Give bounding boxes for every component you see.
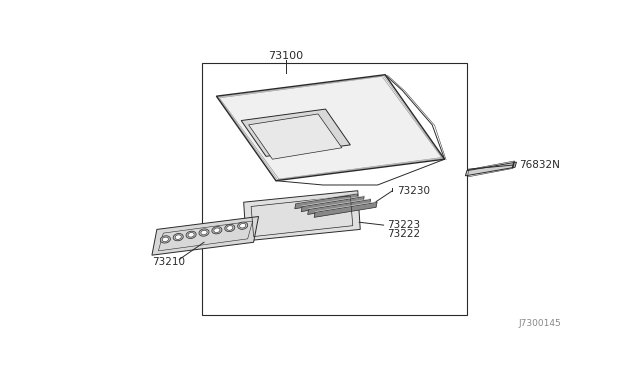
Text: 73210: 73210 — [152, 257, 185, 267]
Polygon shape — [308, 199, 371, 215]
Ellipse shape — [186, 231, 196, 238]
Polygon shape — [465, 162, 516, 176]
Polygon shape — [152, 217, 259, 255]
Ellipse shape — [199, 229, 209, 236]
Polygon shape — [216, 75, 445, 181]
Text: 73100: 73100 — [268, 51, 303, 61]
Polygon shape — [241, 109, 350, 156]
Text: 73222: 73222 — [388, 229, 420, 239]
Ellipse shape — [212, 227, 222, 234]
Polygon shape — [244, 191, 360, 241]
Ellipse shape — [160, 236, 170, 243]
Ellipse shape — [175, 235, 181, 240]
Bar — [202, 63, 467, 315]
Text: 76832N: 76832N — [519, 160, 560, 170]
Polygon shape — [249, 114, 342, 159]
Polygon shape — [314, 202, 377, 217]
Ellipse shape — [237, 222, 248, 230]
Ellipse shape — [225, 224, 235, 232]
Ellipse shape — [188, 232, 194, 237]
Polygon shape — [301, 196, 364, 212]
Ellipse shape — [201, 230, 207, 235]
Polygon shape — [295, 193, 358, 209]
Ellipse shape — [163, 237, 168, 242]
Ellipse shape — [239, 224, 246, 228]
Text: J7300145: J7300145 — [518, 318, 561, 328]
Ellipse shape — [214, 228, 220, 232]
Ellipse shape — [227, 226, 233, 230]
Text: 73230: 73230 — [397, 186, 431, 196]
Text: 73223: 73223 — [388, 220, 420, 230]
Ellipse shape — [173, 234, 183, 241]
